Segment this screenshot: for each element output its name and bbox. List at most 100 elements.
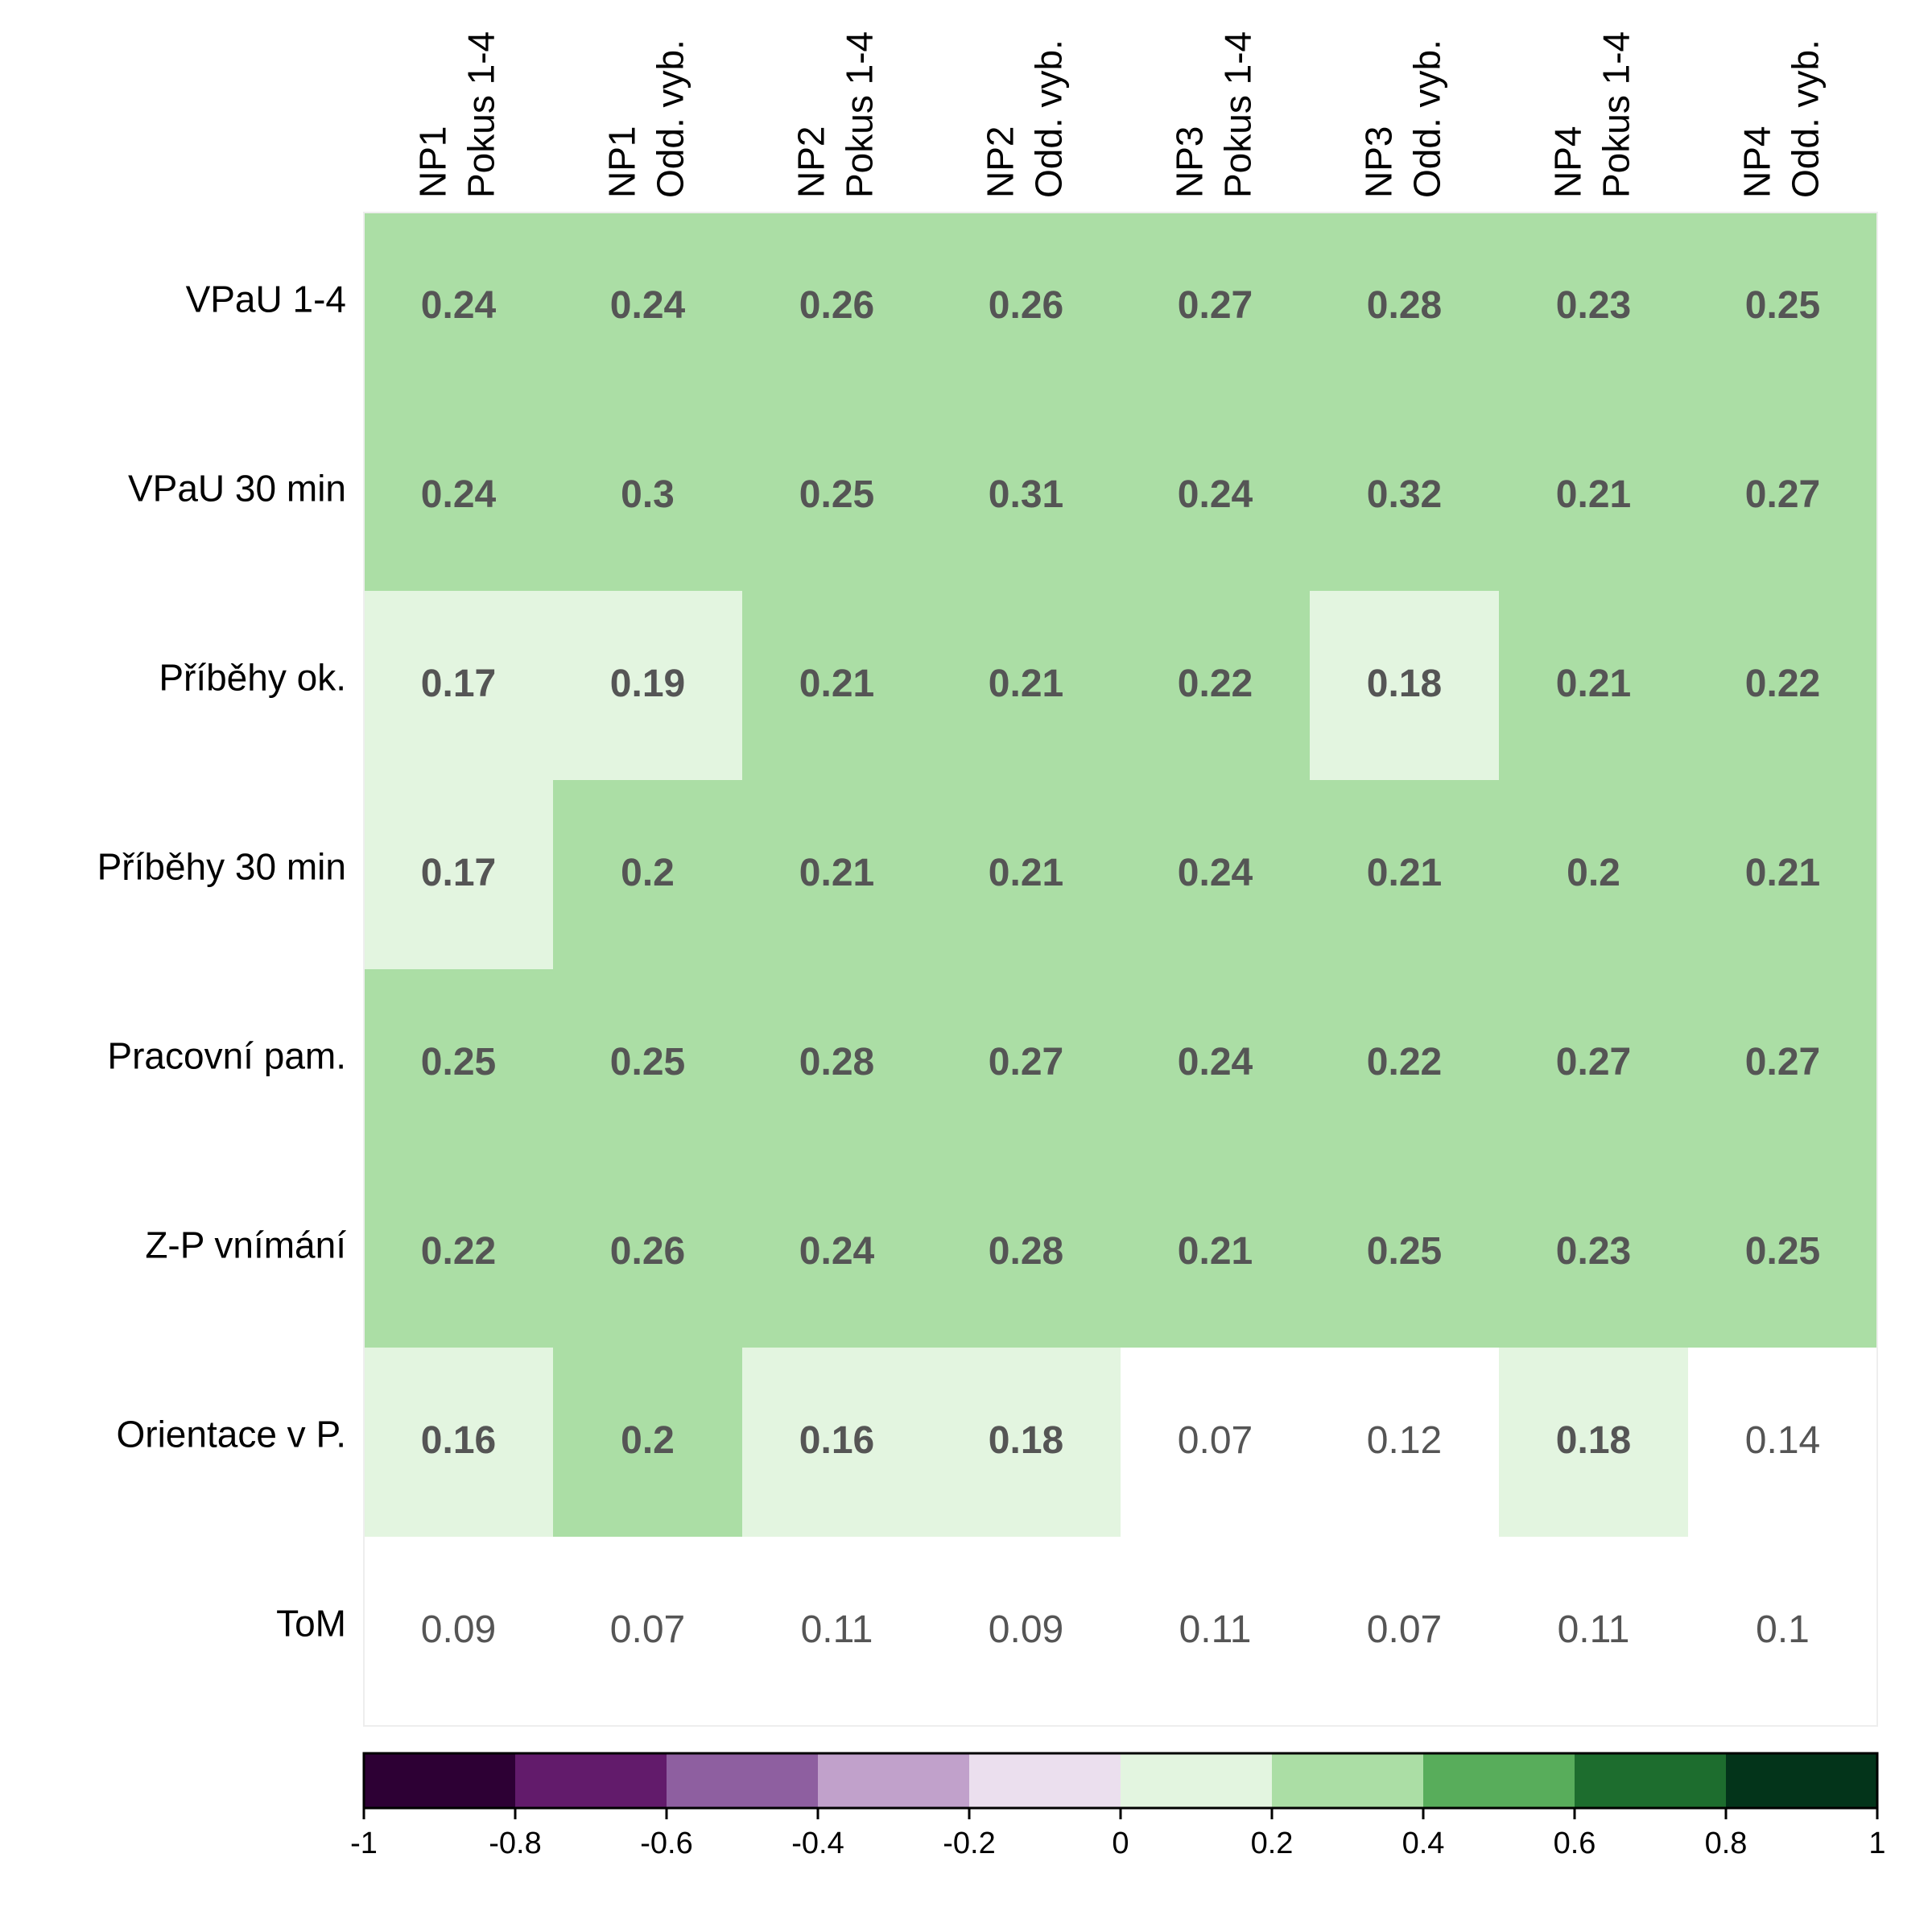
heatmap-cell (1688, 1537, 1878, 1727)
heatmap-cell (1688, 1158, 1878, 1348)
cell-value-label: 0.28 (799, 1041, 874, 1084)
cell-value-label: 0.25 (1745, 284, 1820, 327)
colorbar-bin (515, 1753, 667, 1808)
colorbar-tick-label: -0.6 (640, 1827, 692, 1860)
cell-value-label: 0.24 (421, 473, 497, 516)
heatmap-cell (931, 1348, 1121, 1538)
colorbar-tick-label: 0.4 (1402, 1827, 1445, 1860)
column-label: NP3 Pokus 1-4 (1169, 31, 1259, 198)
heatmap-cell (364, 969, 554, 1159)
heatmap-cell (1121, 591, 1311, 781)
cell-value-label: 0.21 (799, 663, 874, 705)
cell-value-label: 0.27 (1745, 473, 1820, 516)
cell-value-label: 0.24 (799, 1230, 875, 1273)
cell-value-label: 0.18 (1556, 1419, 1631, 1462)
heatmap-cell (1688, 969, 1878, 1159)
heatmap-cell (931, 213, 1121, 402)
row-label: Pracovní pam. (107, 1035, 346, 1077)
heatmap-cell (931, 969, 1121, 1159)
cell-value-label: 0.09 (421, 1608, 496, 1651)
column-label-line: Pokus 1-4 (839, 31, 881, 198)
heatmap-cell (364, 1348, 554, 1538)
cell-value-label: 0.23 (1556, 1230, 1631, 1273)
cell-value-label: 0.21 (1178, 1230, 1253, 1273)
colorbar-bin (1423, 1753, 1575, 1808)
cell-value-label: 0.21 (989, 663, 1063, 705)
heatmap-cell (742, 1158, 932, 1348)
cell-value-label: 0.16 (799, 1419, 874, 1462)
heatmap-cells: 0.24 0.24 0.26 0.26 0.27 0.28 0.23 0.25 0.24 0.3 0… (364, 213, 1878, 1727)
heatmap-cell (1499, 402, 1689, 592)
heatmap-cell (364, 591, 554, 781)
cell-value-label: 0.07 (610, 1608, 685, 1651)
cell-value-label: 0.21 (989, 852, 1063, 894)
heatmap-cell (742, 402, 932, 592)
row-label: ToM (276, 1603, 346, 1645)
heatmap-cell (1499, 591, 1689, 781)
heatmap-cell (931, 1158, 1121, 1348)
heatmap-cell (1310, 1348, 1500, 1538)
column-label-line: NP3 (1169, 126, 1211, 198)
cell-value-label: 0.07 (1367, 1608, 1442, 1651)
heatmap-cell (742, 591, 932, 781)
colorbar-bin (969, 1753, 1121, 1808)
cell-value-label: 0.19 (610, 663, 685, 705)
column-label-line: Pokus 1-4 (1596, 31, 1637, 198)
colorbar-bin (1726, 1753, 1878, 1808)
cell-value-label: 0.25 (799, 473, 874, 516)
heatmap-cell (1121, 780, 1311, 970)
heatmap-cell (1688, 213, 1878, 402)
cell-value-label: 0.11 (801, 1608, 873, 1651)
heatmap-cell (742, 780, 932, 970)
heatmap-cell (1121, 1348, 1311, 1538)
cell-value-label: 0.28 (1367, 284, 1442, 327)
heatmap-cell (553, 780, 743, 970)
heatmap-cell (1688, 402, 1878, 592)
heatmap-cell (553, 591, 743, 781)
cell-value-label: 0.3 (621, 473, 675, 516)
column-label: NP2 Pokus 1-4 (791, 31, 881, 198)
cell-value-label: 0.24 (610, 284, 686, 327)
plot-frame (363, 212, 1878, 1727)
heatmap-cell (742, 969, 932, 1159)
heatmap-cell (1499, 1537, 1689, 1727)
cell-value-label: 0.23 (1556, 284, 1631, 327)
cell-value-label: 0.21 (799, 852, 874, 894)
heatmap-cell (1499, 213, 1689, 402)
cell-value-label: 0.32 (1367, 473, 1442, 516)
column-label-line: NP4 (1547, 126, 1589, 198)
cell-value-label: 0.25 (421, 1041, 496, 1084)
column-label: NP4 Pokus 1-4 (1547, 31, 1637, 198)
cell-value-label: 0.17 (421, 663, 496, 705)
heatmap-cell (1121, 1537, 1311, 1727)
cell-value-label: 0.07 (1178, 1419, 1253, 1462)
heatmap-cell (742, 1537, 932, 1727)
cell-value-label: 0.25 (1367, 1230, 1442, 1273)
colorbar-tick-label: -0.8 (489, 1827, 541, 1860)
colorbar-tick-label: 0.8 (1705, 1827, 1748, 1860)
cell-value-label: 0.24 (1178, 852, 1253, 894)
heatmap-cell (1121, 969, 1311, 1159)
heatmap-cell (1121, 402, 1311, 592)
cell-value-label: 0.22 (1178, 663, 1253, 705)
cell-value-label: 0.18 (989, 1419, 1063, 1462)
heatmap-cell (931, 591, 1121, 781)
colorbar-tick-label: -1 (350, 1827, 378, 1860)
cell-value-label: 0.2 (1567, 852, 1620, 894)
column-label-line: Odd. vyb. (1406, 39, 1448, 198)
colorbar-tick-label: 0.2 (1251, 1827, 1294, 1860)
cell-value-label: 0.24 (421, 284, 497, 327)
heatmap-cell (742, 1348, 932, 1538)
column-label-line: Pokus 1-4 (460, 31, 502, 198)
heatmap-cell (364, 1537, 554, 1727)
colorbar-bin (818, 1753, 970, 1808)
colorbar-tick-label: -0.4 (791, 1827, 844, 1860)
column-label-line: Odd. vyb. (1785, 39, 1827, 198)
heatmap-cell (553, 969, 743, 1159)
colorbar-tick-label: 0 (1112, 1827, 1129, 1860)
colorbar-bin (364, 1753, 516, 1808)
row-label: Z-P vnímání (145, 1224, 346, 1266)
column-label: NP2 Odd. vyb. (980, 39, 1070, 198)
column-labels: NP1 Pokus 1-4 NP1 Odd. vyb. NP2 Pokus 1-4 NP2 O… (412, 31, 1827, 198)
